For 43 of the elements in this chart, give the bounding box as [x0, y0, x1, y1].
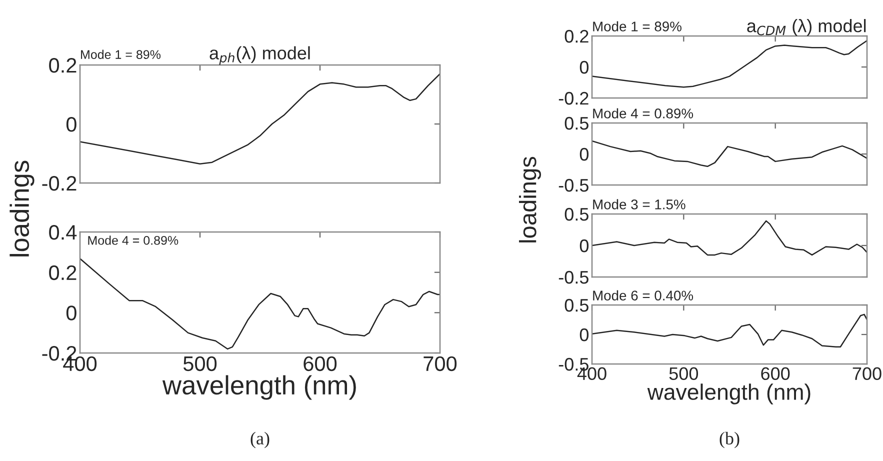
- x-tick-label: 700: [424, 356, 457, 372]
- x-axis-title: wavelength (nm): [162, 375, 356, 400]
- y-tick-label: 0: [580, 239, 589, 252]
- y-tick-label: -0.2: [42, 176, 76, 191]
- y-tick-label: 0.2: [564, 30, 588, 43]
- y-tick-label: 0: [580, 148, 589, 161]
- annotation: Mode 4 = 0.89%: [88, 236, 178, 245]
- text: (b): [720, 432, 740, 448]
- x-tick-label: 600: [761, 367, 790, 380]
- y-axis-title: loadings: [518, 156, 542, 242]
- y-tick-label: 0.2: [49, 58, 76, 73]
- y-tick-label: 0: [66, 306, 76, 320]
- x-axis-title: wavelength (nm): [647, 384, 810, 404]
- y-tick-label: -0.5: [558, 178, 588, 192]
- line-series: [592, 220, 867, 256]
- text: Mode 1 = 89%: [81, 50, 161, 59]
- y-tick-label: -0.5: [558, 270, 588, 284]
- line-series: [592, 140, 867, 168]
- line-series: [80, 258, 440, 350]
- x-tick-label: 600: [304, 356, 337, 372]
- text: Mode 4 = 0.89%: [593, 108, 694, 118]
- line-series: [592, 40, 867, 88]
- y-tick-label: 0.2: [49, 265, 76, 280]
- line-series: [80, 73, 440, 164]
- text: (a): [250, 432, 270, 448]
- y-tick-label: -0.2: [558, 92, 588, 105]
- text: Mode 1 = 89%: [593, 21, 682, 32]
- text: Mode 3 = 1.5%: [593, 199, 686, 210]
- y-tick-label: 0: [580, 60, 589, 74]
- x-tick-label: 500: [183, 356, 217, 372]
- y-axis-title: loadings: [10, 160, 34, 256]
- x-tick-label: 500: [669, 367, 698, 380]
- chart-title: a$_{ph}$(λ) model: [210, 46, 310, 65]
- y-tick-label: 0: [580, 328, 589, 342]
- text: Mode 6 = 0.40%: [593, 290, 694, 300]
- y-tick-label: 0.5: [564, 208, 588, 221]
- chart-title: a$_{CDM}$ (λ) model: [747, 19, 866, 36]
- y-tick-label: 0.5: [564, 298, 588, 312]
- y-tick-label: 0.4: [49, 225, 77, 240]
- y-tick-label: 0.5: [564, 116, 588, 130]
- x-tick-label: 700: [852, 367, 882, 380]
- line-series: [592, 314, 867, 348]
- y-tick-label: 0: [66, 117, 76, 132]
